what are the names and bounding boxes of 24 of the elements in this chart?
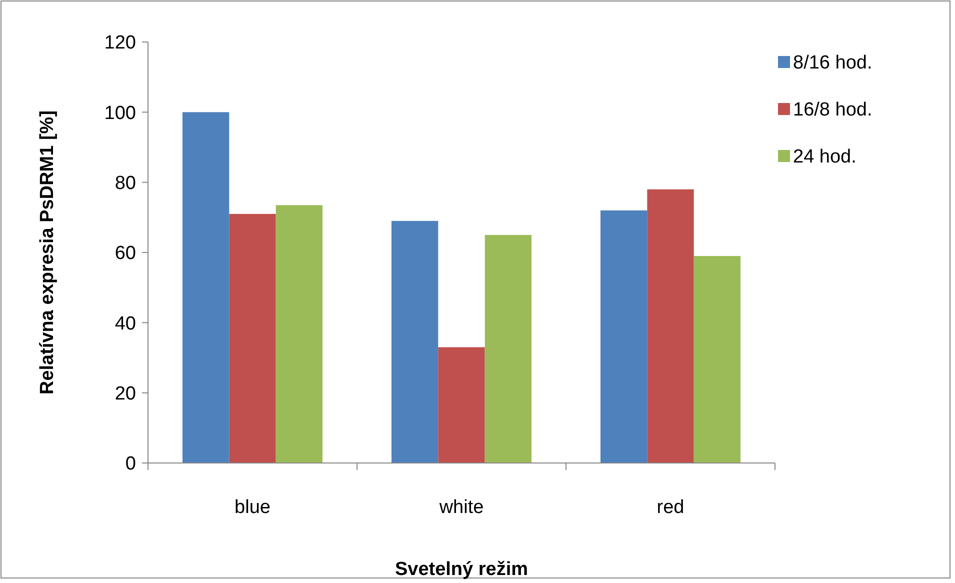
y-tick-label: 0 (125, 454, 136, 475)
y-tick-label: 40 (114, 313, 136, 334)
bar (276, 205, 323, 463)
bar (484, 234, 532, 463)
y-axis-title: Relatívna expresia PsDRM1 [%] (37, 110, 58, 395)
bar (694, 256, 741, 463)
y-tick-label: 20 (114, 383, 136, 404)
x-tick-label: blue (234, 497, 270, 518)
bar (600, 210, 648, 463)
bar (229, 214, 276, 463)
y-tick-label: 120 (104, 32, 136, 54)
x-tick-label: white (438, 497, 484, 518)
bar (647, 189, 694, 463)
bar (182, 112, 230, 463)
legend-label: 24 hod. (793, 146, 856, 168)
y-tick-label: 100 (104, 102, 136, 124)
legend-label: 8/16 hod. (793, 52, 872, 74)
y-tick-label: 60 (114, 243, 136, 264)
y-tick-label: 80 (114, 172, 136, 194)
legend-label: 16/8 hod. (793, 100, 872, 121)
bar (391, 220, 438, 463)
x-tick-label: red (656, 497, 684, 518)
x-axis-title: Svetelný režim (394, 559, 528, 580)
bar (438, 347, 485, 463)
